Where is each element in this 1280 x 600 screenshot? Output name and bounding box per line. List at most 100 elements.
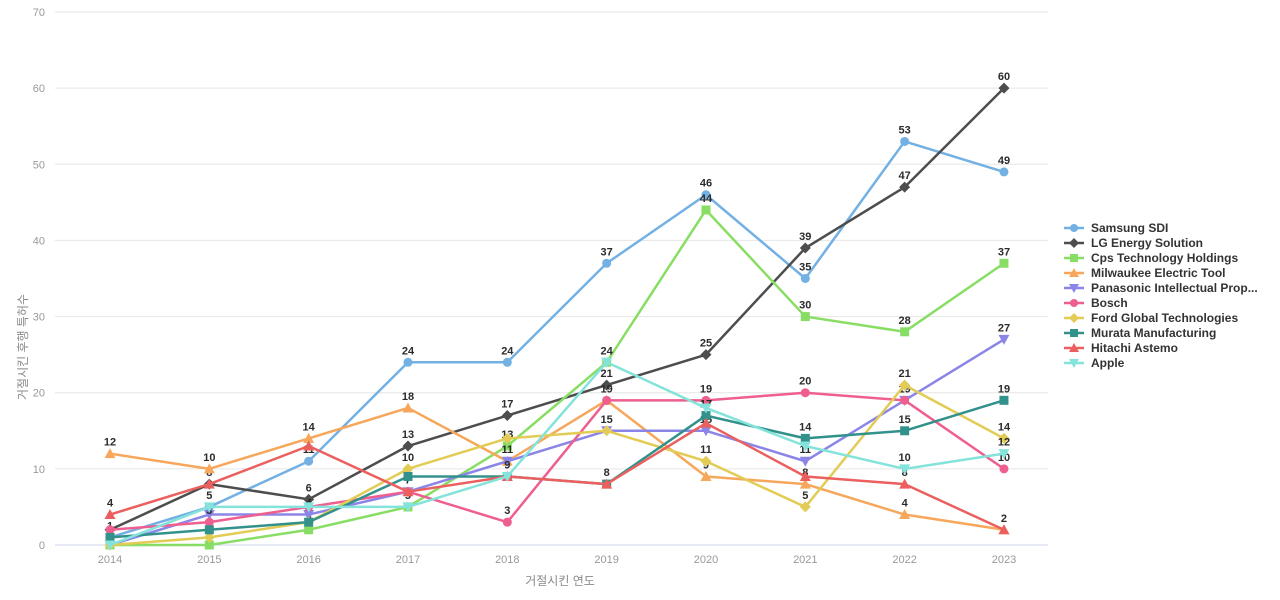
square-icon[interactable] bbox=[1070, 254, 1078, 262]
circle-icon[interactable] bbox=[1070, 224, 1078, 232]
point-2020[interactable] bbox=[701, 395, 711, 405]
point-2023[interactable] bbox=[998, 334, 1010, 345]
point-2021[interactable] bbox=[800, 388, 810, 398]
point-2021[interactable] bbox=[799, 501, 811, 513]
triangle-down-icon[interactable] bbox=[1069, 359, 1079, 368]
point-2016[interactable] bbox=[303, 493, 315, 505]
point-2018[interactable] bbox=[501, 432, 513, 444]
point-2022[interactable] bbox=[899, 478, 911, 489]
point-2017[interactable] bbox=[403, 471, 413, 481]
triangle-up-icon[interactable] bbox=[1069, 268, 1079, 277]
point-2022[interactable] bbox=[899, 181, 911, 193]
legend-item-samsung-sdi[interactable]: Samsung SDI bbox=[1063, 222, 1258, 234]
point-2016[interactable] bbox=[303, 510, 315, 521]
point-2018[interactable] bbox=[502, 441, 512, 451]
point-2020[interactable] bbox=[700, 455, 712, 467]
point-2015[interactable] bbox=[204, 540, 214, 550]
point-2014[interactable] bbox=[104, 509, 116, 520]
point-2019[interactable] bbox=[601, 425, 613, 437]
point-2020[interactable] bbox=[700, 426, 712, 437]
point-2020[interactable] bbox=[701, 205, 711, 215]
point-2021[interactable] bbox=[799, 441, 811, 452]
point-2022[interactable] bbox=[899, 379, 911, 391]
point-2017[interactable] bbox=[402, 440, 414, 452]
point-2014[interactable] bbox=[105, 525, 115, 535]
point-2023[interactable] bbox=[999, 167, 1009, 177]
point-2021[interactable] bbox=[800, 433, 810, 443]
point-2018[interactable] bbox=[501, 410, 513, 422]
legend-item-hitachi-astemo[interactable]: Hitachi Astemo bbox=[1063, 342, 1258, 354]
point-2021[interactable] bbox=[799, 478, 811, 489]
point-2023[interactable] bbox=[999, 464, 1009, 474]
point-2016[interactable] bbox=[304, 517, 314, 527]
point-2020[interactable] bbox=[700, 349, 712, 361]
point-2022[interactable] bbox=[899, 464, 911, 475]
point-2021[interactable] bbox=[800, 274, 810, 283]
point-2019[interactable] bbox=[602, 395, 612, 405]
point-2014[interactable] bbox=[104, 448, 116, 459]
legend-item-lg-energy-solution[interactable]: LG Energy Solution bbox=[1063, 237, 1258, 249]
point-2021[interactable] bbox=[800, 312, 810, 322]
legend-item-panasonic-intellectual-prop-[interactable]: Panasonic Intellectual Prop... bbox=[1063, 282, 1258, 294]
point-2023[interactable] bbox=[999, 258, 1009, 268]
point-2020[interactable] bbox=[700, 403, 712, 414]
triangle-up-icon[interactable] bbox=[1069, 343, 1079, 352]
point-2015[interactable] bbox=[204, 517, 214, 527]
point-2016[interactable] bbox=[303, 440, 315, 451]
point-2015[interactable] bbox=[203, 478, 215, 489]
point-2016[interactable] bbox=[303, 432, 315, 443]
point-2023[interactable] bbox=[998, 432, 1010, 444]
legend-label: Milwaukee Electric Tool bbox=[1091, 266, 1226, 280]
point-2023[interactable] bbox=[998, 524, 1010, 535]
triangle-down-icon[interactable] bbox=[1069, 284, 1079, 293]
point-2015[interactable] bbox=[203, 463, 215, 474]
square-icon[interactable] bbox=[1070, 329, 1078, 337]
point-2019[interactable] bbox=[602, 258, 612, 268]
legend-item-bosch[interactable]: Bosch bbox=[1063, 297, 1258, 309]
point-2015[interactable] bbox=[203, 531, 215, 543]
point-2018[interactable] bbox=[502, 517, 512, 527]
point-2017[interactable] bbox=[402, 486, 414, 497]
point-2017[interactable] bbox=[402, 502, 414, 513]
legend-item-ford-global-technologies[interactable]: Ford Global Technologies bbox=[1063, 312, 1258, 324]
legend-item-cps-technology-holdings[interactable]: Cps Technology Holdings bbox=[1063, 252, 1258, 264]
point-2019[interactable] bbox=[601, 357, 613, 368]
point-2018[interactable] bbox=[501, 471, 513, 482]
point-2018[interactable] bbox=[501, 456, 513, 467]
point-2020[interactable] bbox=[701, 190, 711, 200]
diamond-icon[interactable] bbox=[1069, 313, 1079, 323]
point-2023[interactable] bbox=[998, 449, 1010, 460]
point-2017[interactable] bbox=[402, 463, 414, 475]
circle-icon[interactable] bbox=[1070, 299, 1078, 307]
point-2022[interactable] bbox=[900, 136, 910, 146]
point-2016[interactable] bbox=[304, 525, 314, 535]
point-2019[interactable] bbox=[601, 478, 613, 489]
legend-item-murata-manufacturing[interactable]: Murata Manufacturing bbox=[1063, 327, 1258, 339]
legend-item-milwaukee-electric-tool[interactable]: Milwaukee Electric Tool bbox=[1063, 267, 1258, 279]
point-2023[interactable] bbox=[999, 395, 1009, 405]
point-2015[interactable] bbox=[204, 525, 214, 535]
point-2022[interactable] bbox=[899, 509, 911, 520]
point-2017[interactable] bbox=[402, 402, 414, 413]
point-2018[interactable] bbox=[502, 357, 512, 367]
point-2017[interactable] bbox=[403, 357, 413, 367]
point-2021[interactable] bbox=[799, 242, 811, 254]
point-2022[interactable] bbox=[900, 327, 910, 337]
point-2016[interactable] bbox=[304, 456, 314, 466]
point-2016[interactable] bbox=[303, 502, 315, 513]
point-2014[interactable] bbox=[104, 540, 116, 551]
point-2020[interactable] bbox=[700, 470, 712, 481]
point-2021[interactable] bbox=[799, 470, 811, 481]
legend-item-apple[interactable]: Apple bbox=[1063, 357, 1258, 369]
point-2015[interactable] bbox=[203, 510, 215, 521]
point-2020[interactable] bbox=[700, 417, 712, 428]
point-2022[interactable] bbox=[900, 395, 910, 405]
point-2020[interactable] bbox=[701, 411, 711, 421]
point-2021[interactable] bbox=[799, 456, 811, 467]
point-2019[interactable] bbox=[601, 379, 613, 391]
point-2022[interactable] bbox=[900, 426, 910, 436]
point-2015[interactable] bbox=[203, 502, 215, 513]
diamond-icon[interactable] bbox=[1069, 238, 1079, 248]
point-2023[interactable] bbox=[998, 82, 1010, 94]
point-2014[interactable] bbox=[105, 532, 115, 542]
